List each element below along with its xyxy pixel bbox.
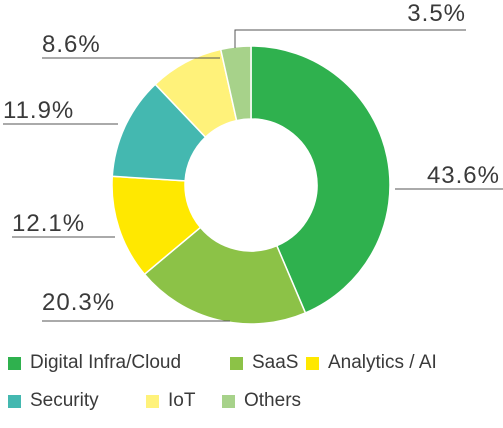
legend-label-digital-infra-cloud: Digital Infra/Cloud [30,352,182,373]
slice-others [219,45,252,122]
legend-label-saas: SaaS [252,352,299,373]
data-label-digital-infra-cloud: 43.6% [427,162,500,189]
donut-chart: 43.6% 20.3% 12.1% 11.9% 8.6% 3.5% [3,0,503,325]
legend-item-others: Others [222,390,301,412]
legend-swatch-iot [146,394,159,408]
slice-labels: 43.6% 20.3% 12.1% 11.9% 8.6% 3.5% [3,0,503,322]
legend-item-iot: IoT [146,390,195,412]
data-label-iot: 8.6% [42,31,101,58]
legend-label-security: Security [30,390,99,411]
legend-item-saas: SaaS [230,352,298,374]
data-label-analytics-ai: 12.1% [12,210,85,237]
legend-swatch-digital-infra-cloud [8,356,21,370]
data-label-saas: 20.3% [42,289,115,316]
legend-label-analytics-ai: Analytics / AI [328,352,437,373]
legend-swatch-security [8,394,21,408]
legend-label-iot: IoT [168,390,196,411]
legend-item-security: Security [8,390,99,412]
legend-swatch-saas [230,356,243,370]
legend-label-others: Others [244,390,302,411]
slice-digital-infra-cloud [250,45,391,314]
legend-swatch-analytics-ai [306,356,319,370]
legend-item-analytics-ai: Analytics / AI [306,352,437,374]
leader-line-others [234,29,466,48]
legend-row-2: Security IoT Others [8,390,503,428]
slice-saas [143,226,307,325]
data-label-security: 11.9% [3,97,74,124]
donut-slices [111,45,391,325]
legend: Digital Infra/Cloud SaaS Analytics / AI … [8,352,503,428]
data-label-others: 3.5% [407,0,466,27]
legend-swatch-others [222,394,235,408]
legend-item-digital-infra-cloud: Digital Infra/Cloud [8,352,181,374]
legend-row-1: Digital Infra/Cloud SaaS Analytics / AI [8,352,503,390]
